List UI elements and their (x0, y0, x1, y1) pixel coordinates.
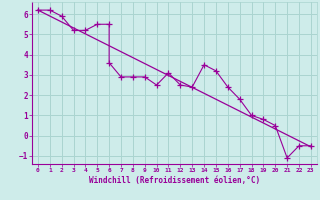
X-axis label: Windchill (Refroidissement éolien,°C): Windchill (Refroidissement éolien,°C) (89, 176, 260, 185)
